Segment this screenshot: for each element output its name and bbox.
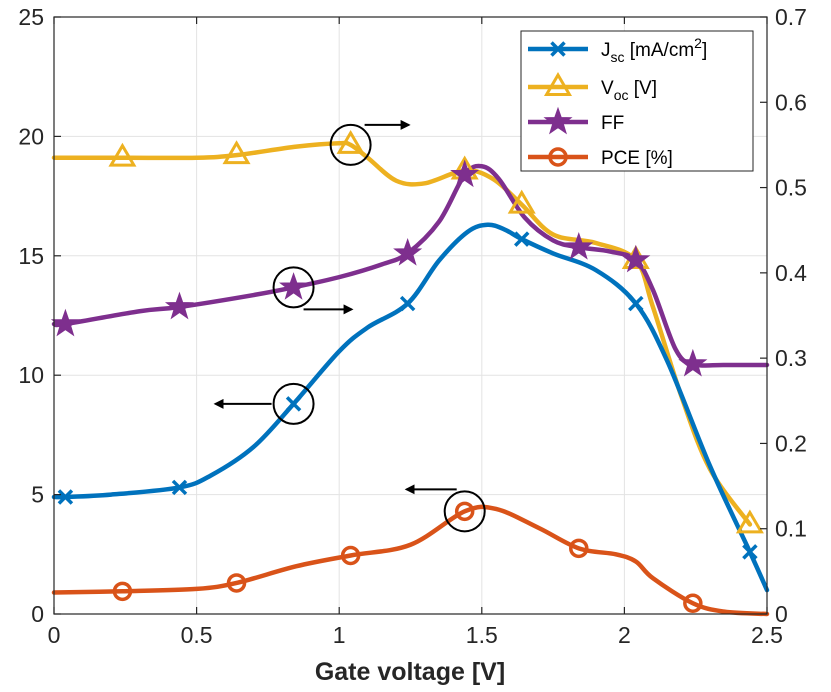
axes: 0 0.5 1 1.5 2 2.5051015202500.10.20.30.40.50.…	[18, 4, 807, 648]
data-point-circle	[569, 538, 589, 559]
annotations	[213, 119, 486, 533]
legend-marker-x	[550, 41, 566, 57]
y-tick-label: 15	[18, 243, 44, 269]
legend-label: Voc [V]	[601, 78, 657, 103]
x-axis-title: Gate voltage [V]	[315, 658, 505, 686]
data-point-circle	[454, 501, 475, 522]
annotation-circle	[329, 123, 372, 166]
data-point-star	[564, 231, 594, 260]
legend-entry: PCE [%]	[528, 147, 673, 169]
data-point-circle	[226, 573, 247, 593]
data-point-circle	[340, 545, 361, 566]
data-point-x	[57, 489, 74, 505]
data-point-star	[678, 348, 708, 377]
legend-marker-star	[543, 106, 573, 135]
y2-tick-label: 0.7	[775, 4, 807, 30]
series-line-circle	[51, 504, 770, 617]
legend-entry: FF	[528, 106, 624, 135]
data-point-triangle	[507, 189, 536, 214]
y-tick-label: 25	[18, 4, 44, 30]
circle-arrow-pce-left	[404, 484, 486, 533]
legend-marker-triangle	[543, 72, 573, 96]
series-line-x	[51, 222, 770, 593]
x-tick-label: 0.5	[181, 622, 213, 648]
x-tick-label: 0	[48, 622, 61, 648]
y2-tick-label: 0.2	[775, 430, 807, 456]
y2-tick-label: 0.6	[775, 89, 807, 115]
x-tick-label: 1.5	[466, 622, 498, 648]
legend: Jsc [mA/cm2] Voc [V] FF PCE [%]	[520, 30, 754, 172]
plot-frame	[53, 16, 768, 615]
data-point-x	[742, 544, 758, 560]
circle-arrow-voc-right	[329, 119, 411, 166]
y-tick-label: 10	[18, 362, 44, 388]
y2-tick-label: 0.4	[775, 260, 807, 286]
data-point-triangle	[336, 129, 365, 154]
data-point-x	[399, 295, 416, 312]
y2-tick-label: 0.5	[775, 175, 807, 201]
data-point-star	[450, 159, 480, 188]
annotation-circle	[443, 490, 486, 533]
y-tick-label: 20	[18, 123, 44, 149]
data-point-x	[285, 396, 302, 412]
data-point-star	[621, 244, 651, 273]
data-point-triangle	[108, 142, 137, 167]
data-point-star	[393, 237, 423, 266]
legend-label: PCE [%]	[601, 148, 673, 169]
circle-arrow-ff-right	[272, 266, 354, 315]
data-point-x	[513, 231, 530, 247]
annotation-circle	[272, 382, 315, 425]
annotation-circle	[272, 266, 315, 309]
legend-entry: Jsc [mA/cm2]	[528, 35, 707, 65]
y-tick-label: 0	[31, 601, 44, 627]
series-curves	[51, 140, 770, 617]
y-tick-label: 5	[31, 482, 44, 508]
data-point-star	[279, 272, 309, 300]
data-point-star	[164, 291, 195, 320]
y2-tick-label: 0	[775, 601, 788, 627]
y2-tick-label: 0.3	[775, 345, 807, 371]
x-tick-label: 2.5	[751, 622, 783, 648]
legend-marker-circle	[548, 147, 568, 167]
legend-label: Jsc [mA/cm2]	[601, 35, 707, 65]
circle-arrow-jsc-left	[213, 382, 315, 425]
series-line-triangle	[51, 140, 753, 527]
series-line-star	[51, 163, 770, 368]
data-point-circle	[683, 593, 703, 614]
legend-entry: Voc [V]	[528, 72, 657, 103]
x-tick-label: 1	[333, 622, 346, 648]
x-tick-label: 2	[618, 622, 631, 648]
data-point-star	[50, 308, 80, 337]
data-point-x	[628, 295, 644, 312]
data-point-triangle	[222, 140, 251, 165]
data-point-circle	[112, 581, 133, 602]
data-point-x	[171, 479, 188, 496]
series-markers	[50, 129, 764, 614]
y2-tick-label: 0.1	[775, 516, 807, 542]
legend-label: FF	[601, 113, 624, 134]
data-point-triangle	[735, 509, 764, 534]
